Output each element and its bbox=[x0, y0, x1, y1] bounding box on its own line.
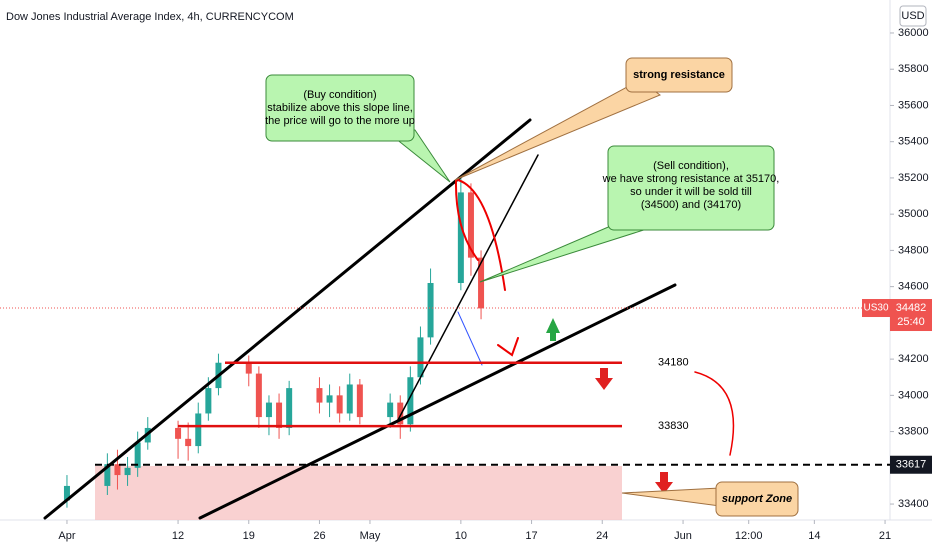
y-tick-label: 35000 bbox=[898, 208, 929, 220]
x-tick-label: 19 bbox=[243, 530, 255, 542]
candle-body bbox=[356, 384, 363, 418]
annotation-text: (Buy condition) bbox=[303, 89, 376, 101]
level-tag bbox=[890, 455, 932, 474]
candle-body bbox=[478, 257, 485, 309]
candle-body bbox=[185, 438, 192, 447]
y-tick-label: 34000 bbox=[898, 389, 929, 401]
x-tick-label: 10 bbox=[455, 530, 467, 542]
arrow-path bbox=[457, 311, 483, 366]
trend-line bbox=[397, 154, 539, 421]
trend-line bbox=[198, 283, 677, 520]
x-tick-label: 12:00 bbox=[735, 530, 763, 542]
zone-rect bbox=[95, 466, 622, 520]
candle-body bbox=[457, 192, 464, 284]
chart-title: Dow Jones Industrial Average Index, 4h, … bbox=[6, 11, 294, 23]
down-arrow bbox=[655, 472, 673, 494]
y-tick-label: 35400 bbox=[898, 136, 929, 148]
x-tick-label: May bbox=[360, 530, 381, 542]
candle-body bbox=[397, 402, 404, 425]
callout-box bbox=[715, 481, 799, 517]
arrow-path bbox=[694, 371, 735, 456]
price-tag bbox=[890, 299, 932, 332]
candle-body bbox=[336, 395, 343, 414]
symbol-label: US30 bbox=[863, 303, 888, 314]
x-tick-label: 26 bbox=[313, 530, 325, 542]
y-tick-label: 36000 bbox=[898, 27, 929, 39]
y-tick-label: 35600 bbox=[898, 99, 929, 111]
drawings bbox=[43, 57, 799, 520]
y-tick-label: 34200 bbox=[898, 353, 929, 365]
candle-body bbox=[114, 464, 121, 476]
y-tick-label: 33800 bbox=[898, 425, 929, 437]
candle-body bbox=[175, 427, 182, 439]
y-tick-label: 33400 bbox=[898, 498, 929, 510]
candle-body bbox=[205, 388, 212, 414]
y-tick-label: 35800 bbox=[898, 63, 929, 75]
candle-body bbox=[467, 192, 474, 258]
candle-body bbox=[427, 283, 434, 338]
countdown: 25:40 bbox=[897, 316, 925, 328]
annotation-text: the price will go to the more up bbox=[265, 115, 415, 127]
x-tick-label: 14 bbox=[808, 530, 820, 542]
callout-box bbox=[607, 145, 775, 231]
level-tag-label: 33617 bbox=[896, 459, 927, 471]
candle-body bbox=[276, 402, 283, 428]
candle-body bbox=[346, 384, 353, 414]
candle-body bbox=[316, 388, 323, 403]
candle-body bbox=[245, 362, 252, 374]
candle-body bbox=[387, 402, 394, 418]
candle-body bbox=[407, 377, 414, 425]
trend-line bbox=[43, 118, 532, 520]
candle-body bbox=[286, 388, 293, 428]
candle-body bbox=[134, 442, 141, 468]
down-arrow bbox=[595, 368, 613, 390]
currency: USD bbox=[901, 10, 924, 22]
up-arrow bbox=[546, 318, 560, 341]
price-label: 34482 bbox=[896, 302, 927, 314]
arrow-path bbox=[454, 179, 479, 261]
currency-box bbox=[899, 5, 927, 27]
candle-body bbox=[104, 464, 111, 486]
candle-body bbox=[265, 402, 272, 418]
level-label: 34180 bbox=[658, 357, 689, 369]
candle-body bbox=[326, 395, 333, 403]
annotation-text: support Zone bbox=[722, 493, 792, 505]
candle-body bbox=[417, 337, 424, 378]
callout-box bbox=[265, 74, 415, 142]
level-label: 33830 bbox=[658, 420, 689, 432]
callout-box bbox=[625, 57, 733, 93]
annotation-text: (34500) and (34170) bbox=[641, 199, 741, 211]
x-tick-label: 21 bbox=[879, 530, 891, 542]
annotations: (Buy condition)stabilize above this slop… bbox=[265, 69, 792, 505]
annotation-text: strong resistance bbox=[633, 69, 725, 81]
y-tick-label: 34800 bbox=[898, 244, 929, 256]
arrow-head bbox=[497, 337, 519, 357]
y-tick-label: 35200 bbox=[898, 172, 929, 184]
x-tick-label: Jun bbox=[674, 530, 692, 542]
arrow-path bbox=[457, 179, 506, 291]
x-tick-label: 24 bbox=[596, 530, 608, 542]
annotation-text: (Sell condition), bbox=[653, 160, 729, 172]
annotation-text: so under it will be sold till bbox=[630, 186, 752, 198]
y-tick-label: 34600 bbox=[898, 281, 929, 293]
x-tick-label: 17 bbox=[525, 530, 537, 542]
x-tick-label: 12 bbox=[172, 530, 184, 542]
support-zone bbox=[95, 466, 622, 520]
annotation-text: we have strong resistance at 35170, bbox=[602, 173, 780, 185]
candle-body bbox=[195, 413, 202, 447]
x-tick-label: Apr bbox=[58, 530, 75, 542]
annotation-text: stabilize above this slope line, bbox=[267, 102, 413, 114]
symbol-tag bbox=[862, 299, 890, 318]
candle-body bbox=[255, 373, 262, 418]
candle-body bbox=[124, 467, 131, 476]
candle-body bbox=[63, 485, 70, 501]
